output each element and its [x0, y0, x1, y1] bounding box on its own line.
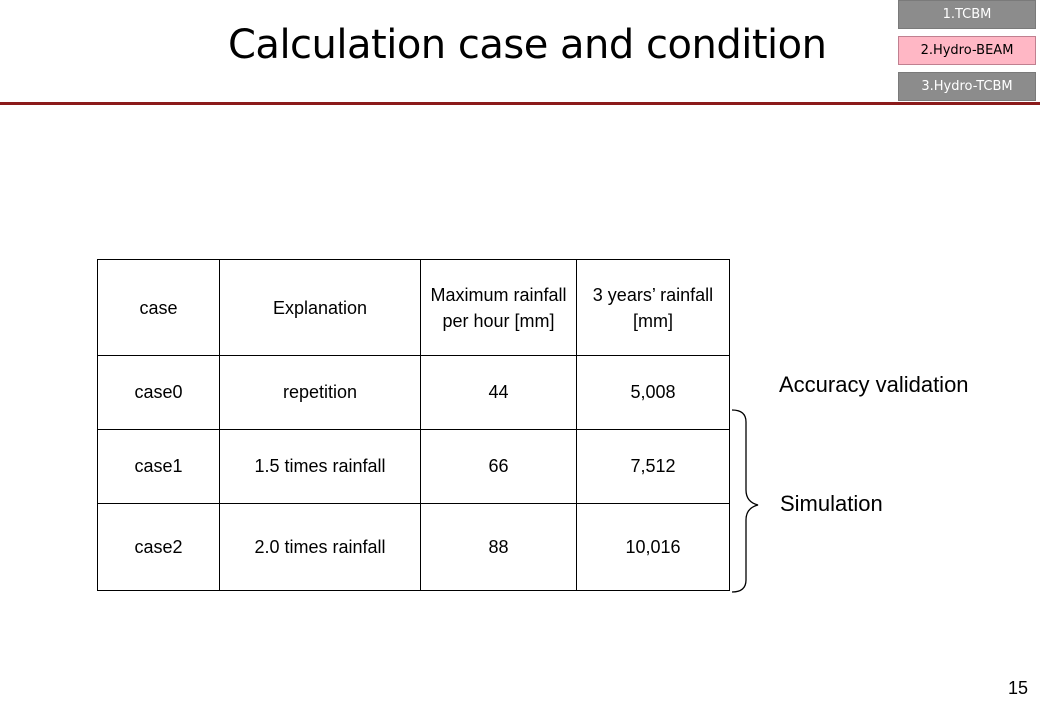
cell-three-year-rainfall: 5,008 [576, 355, 730, 430]
table-row: case0 repetition 44 5,008 [97, 355, 730, 430]
cell-explanation: 1.5 times rainfall [219, 429, 421, 504]
slide-title: Calculation case and condition [228, 22, 827, 68]
cell-max-rainfall: 44 [420, 355, 577, 430]
table-row: case2 2.0 times rainfall 88 10,016 [97, 503, 730, 591]
title-divider [0, 102, 1040, 105]
cell-case: case0 [97, 355, 220, 430]
case-table: case Explanation Maximum rainfall per ho… [97, 259, 730, 591]
cell-three-year-rainfall: 7,512 [576, 429, 730, 504]
simulation-label: Simulation [780, 491, 883, 516]
header-explanation: Explanation [219, 259, 421, 356]
curly-brace-icon [731, 409, 759, 593]
table-header-row: case Explanation Maximum rainfall per ho… [97, 259, 730, 356]
cell-max-rainfall: 88 [420, 503, 577, 591]
nav-tab-hydro-tcbm[interactable]: 3.Hydro-TCBM [898, 72, 1036, 101]
header-three-year-rainfall: 3 years’ rainfall [mm] [576, 259, 730, 356]
nav-tab-hydro-beam[interactable]: 2.Hydro-BEAM [898, 36, 1036, 65]
header-max-rainfall: Maximum rainfall per hour [mm] [420, 259, 577, 356]
cell-case: case2 [97, 503, 220, 591]
accuracy-validation-label: Accuracy validation [779, 372, 969, 397]
cell-case: case1 [97, 429, 220, 504]
cell-max-rainfall: 66 [420, 429, 577, 504]
header-case: case [97, 259, 220, 356]
cell-explanation: repetition [219, 355, 421, 430]
nav-tab-tcbm[interactable]: 1.TCBM [898, 0, 1036, 29]
cell-explanation: 2.0 times rainfall [219, 503, 421, 591]
page-number: 15 [1008, 678, 1029, 698]
cell-three-year-rainfall: 10,016 [576, 503, 730, 591]
table-row: case1 1.5 times rainfall 66 7,512 [97, 429, 730, 504]
